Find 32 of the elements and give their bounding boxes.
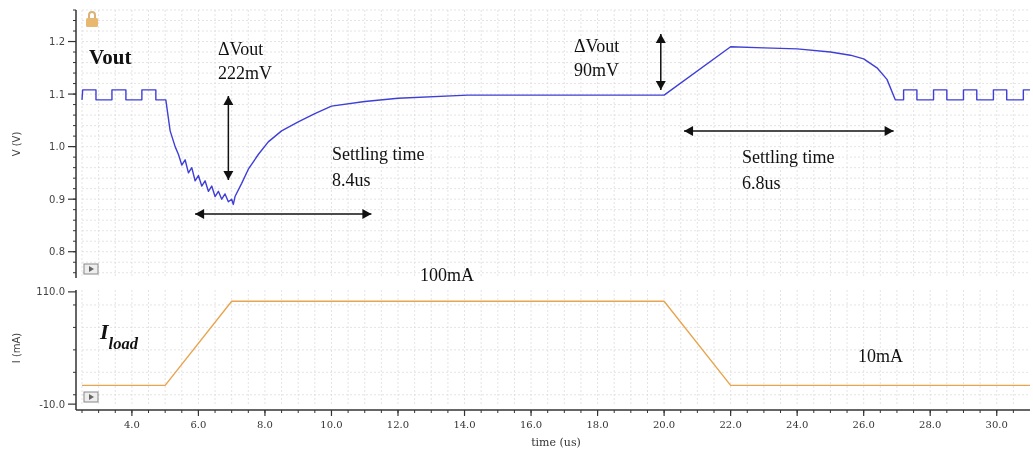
y-tick-label: 0.9 <box>49 193 65 205</box>
annotation: I$_{load}$ <box>99 319 139 353</box>
x-tick-label: 12.0 <box>386 419 410 430</box>
x-tick-label: 18.0 <box>586 419 609 430</box>
x-tick-label: 24.0 <box>786 419 809 430</box>
y-tick-label: 1.1 <box>49 88 65 100</box>
annotation: 10mA <box>858 346 903 366</box>
annotation: ΔVout 90mV <box>574 36 620 80</box>
x-tick-label: 28.0 <box>919 419 942 430</box>
x-axis-title: time (us) <box>531 436 581 449</box>
x-tick-label: 26.0 <box>852 419 875 430</box>
annotation: ΔVout 222mV <box>218 39 272 83</box>
x-tick-label: 6.0 <box>190 419 207 430</box>
annotation: Settling time 6.8us <box>742 147 835 193</box>
x-tick-label: 10.0 <box>320 419 343 430</box>
y-tick-label: -10.0 <box>39 398 65 410</box>
x-tick-label: 30.0 <box>985 419 1008 430</box>
y-tick-label: 1.2 <box>49 36 65 48</box>
x-tick-label: 20.0 <box>652 419 676 430</box>
x-tick-label: 8.0 <box>256 419 273 430</box>
x-tick-label: 14.0 <box>453 419 476 430</box>
x-tick-label: 16.0 <box>519 419 543 430</box>
y-tick-label: 110.0 <box>36 286 65 298</box>
x-tick-label: 4.0 <box>123 419 140 430</box>
annotation: 100mA <box>420 265 474 285</box>
y-axis-title: I (mA) <box>11 332 22 364</box>
y-tick-label: 0.8 <box>49 246 65 258</box>
x-tick-label: 22.0 <box>719 419 742 430</box>
y-tick-label: 1.0 <box>49 141 65 153</box>
annotation: Settling time 8.4us <box>332 144 425 190</box>
y-axis-title: V (V) <box>11 131 22 157</box>
annotation: Vout <box>89 45 132 69</box>
